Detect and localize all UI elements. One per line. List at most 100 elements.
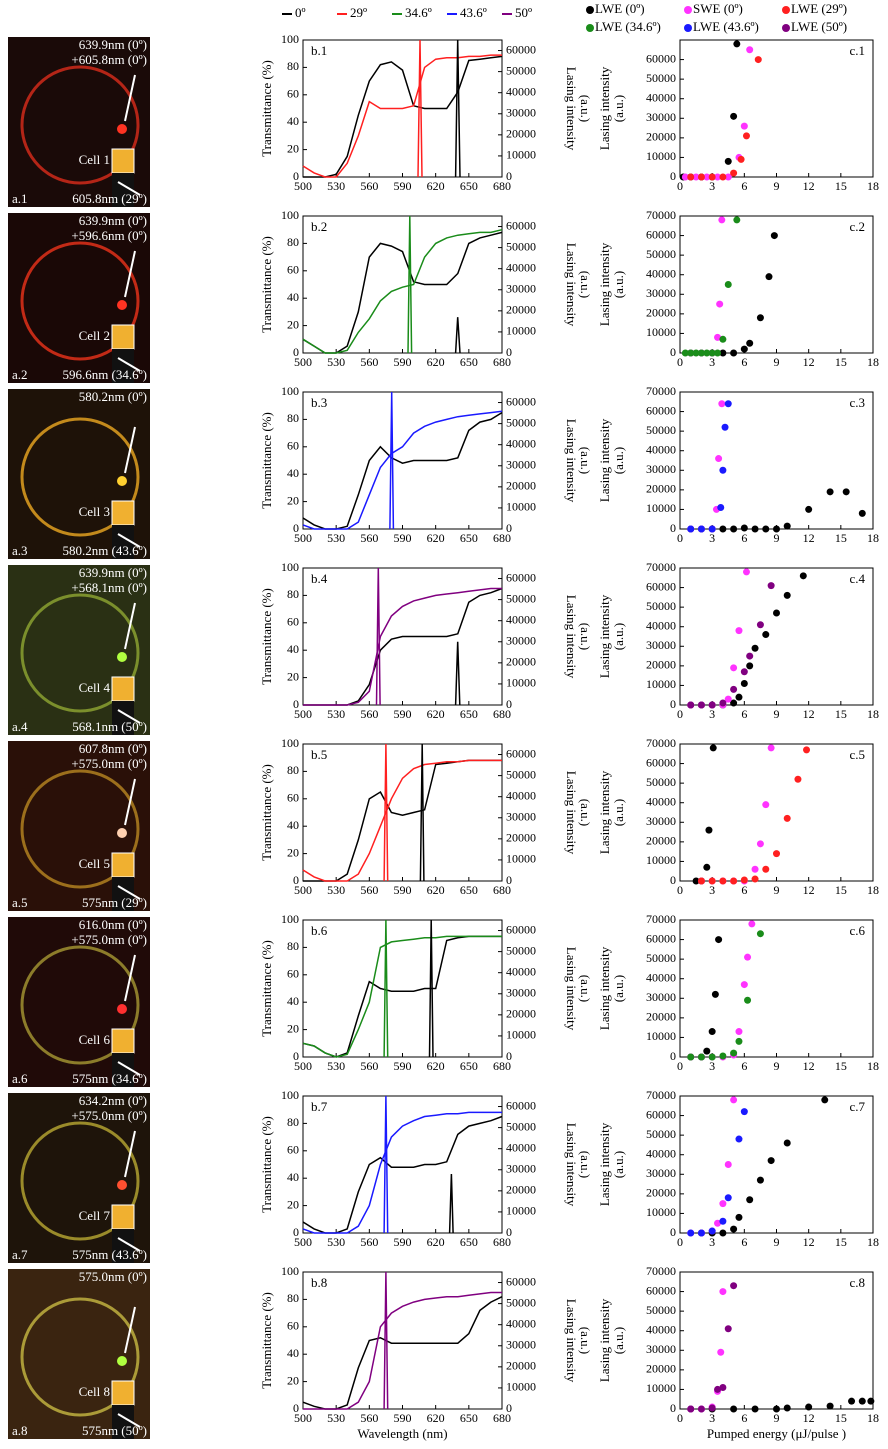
y-tick-label: 20 — [287, 493, 299, 507]
y-tick-label: 40000 — [646, 1322, 676, 1336]
y-tick-label: 0 — [670, 169, 676, 183]
y-axis-title: Lasing intensity — [597, 66, 612, 150]
x-tick-label: 9 — [774, 883, 780, 897]
data-point — [730, 350, 737, 357]
cell — [112, 677, 134, 701]
data-point — [719, 1230, 726, 1237]
y2-tick-label: 40000 — [506, 1316, 536, 1330]
y2-tick-label: 20000 — [506, 127, 536, 141]
data-point — [719, 1053, 726, 1060]
y2-axis-title: Lasing intensity — [564, 595, 579, 679]
x-tick-label: 12 — [803, 531, 815, 545]
y-tick-label: 20 — [287, 1373, 299, 1387]
y-tick-label: 60 — [287, 791, 299, 805]
x-tick-label: 12 — [803, 1411, 815, 1425]
y-tick-label: 20 — [287, 141, 299, 155]
data-point — [687, 174, 694, 181]
y-axis-title: Lasing intensity — [597, 594, 612, 678]
y2-tick-label: 60000 — [506, 570, 536, 584]
data-point — [746, 662, 753, 669]
data-point — [709, 702, 716, 709]
x-tick-label: 560 — [360, 1059, 378, 1073]
panel-label: c.3 — [849, 395, 865, 410]
data-point — [687, 1054, 694, 1061]
data-point — [717, 504, 724, 511]
x-tick-label: 650 — [460, 707, 478, 721]
data-point — [773, 1406, 780, 1413]
y-tick-label: 70000 — [646, 912, 676, 926]
data-point — [709, 526, 716, 533]
x-tick-label: 6 — [741, 355, 747, 369]
x-tick-label: 560 — [360, 707, 378, 721]
data-point — [718, 400, 725, 407]
data-point — [730, 1226, 737, 1233]
y-tick-label: 40 — [287, 114, 299, 128]
panel-label: c.7 — [849, 1099, 865, 1114]
wavelength-label: 616.0nm (0º) — [79, 917, 147, 932]
data-point — [757, 840, 764, 847]
y-tick-label: 30000 — [646, 990, 676, 1004]
x-tick-label: 12 — [803, 883, 815, 897]
y-tick-label: 60 — [287, 1143, 299, 1157]
x-tick-label: 620 — [427, 1411, 445, 1425]
y2-tick-label: 0 — [506, 1049, 512, 1063]
data-point — [705, 827, 712, 834]
x-tick-label: 650 — [460, 531, 478, 545]
cell — [112, 501, 134, 525]
data-point — [719, 174, 726, 181]
x-tick-label: 560 — [360, 179, 378, 193]
x-tick-label: 6 — [741, 1059, 747, 1073]
y2-axis-title: (a.u.) — [578, 799, 593, 826]
y-axis-title: (a.u.) — [611, 623, 626, 650]
y-tick-label: 50000 — [646, 423, 676, 437]
y-tick-label: 20000 — [646, 482, 676, 496]
y-tick-label: 100 — [281, 912, 299, 926]
data-point — [773, 526, 780, 533]
wavelength-label: 575nm (43.6º) — [72, 1247, 147, 1262]
panel-label: b.3 — [311, 395, 327, 410]
x-tick-label: 12 — [803, 707, 815, 721]
data-point — [709, 174, 716, 181]
transmittance-line — [303, 1293, 502, 1410]
spot — [117, 828, 127, 838]
y-tick-label: 20000 — [646, 306, 676, 320]
plot-frame — [680, 920, 873, 1057]
data-point — [752, 645, 759, 652]
wavelength-label: 575nm (50º) — [82, 1423, 147, 1438]
y-tick-label: 60000 — [646, 1107, 676, 1121]
y2-axis-title: Lasing intensity — [564, 771, 579, 855]
legend-label: 50º — [515, 5, 532, 20]
y-axis-title: Transmittance (%) — [259, 1116, 274, 1213]
data-point — [752, 526, 759, 533]
y-tick-label: 50000 — [646, 71, 676, 85]
cell — [112, 1029, 134, 1053]
x-tick-label: 620 — [427, 707, 445, 721]
data-point — [867, 1398, 874, 1405]
x-tick-label: 530 — [327, 883, 345, 897]
data-point — [730, 170, 737, 177]
x-tick-label: 620 — [427, 355, 445, 369]
legend-marker — [586, 6, 594, 14]
y-axis-title: (a.u.) — [611, 799, 626, 826]
x-axis-title: Pumped energy (μJ/pulse ) — [707, 1426, 846, 1441]
y-tick-label: 10000 — [646, 1205, 676, 1219]
y2-axis-title: Lasing intensity — [564, 419, 579, 503]
photo: 639.9nm (0º)+605.8nm (0º)Cell 1605.8nm (… — [8, 37, 150, 207]
x-tick-label: 530 — [327, 1059, 345, 1073]
data-point — [741, 346, 748, 353]
data-point — [757, 930, 764, 937]
y-tick-label: 20 — [287, 1021, 299, 1035]
y-axis-title: Transmittance (%) — [259, 940, 274, 1037]
y-tick-label: 30000 — [646, 1166, 676, 1180]
y2-tick-label: 0 — [506, 521, 512, 535]
legend-label: LWE (34.6º) — [595, 19, 661, 34]
x-tick-label: 530 — [327, 1411, 345, 1425]
data-point — [741, 123, 748, 130]
x-tick-label: 650 — [460, 1235, 478, 1249]
y-tick-label: 60000 — [646, 755, 676, 769]
y-tick-label: 40000 — [646, 266, 676, 280]
y-tick-label: 0 — [293, 345, 299, 359]
data-point — [715, 936, 722, 943]
data-point — [733, 216, 740, 223]
cell-label: Cell 4 — [79, 680, 111, 695]
